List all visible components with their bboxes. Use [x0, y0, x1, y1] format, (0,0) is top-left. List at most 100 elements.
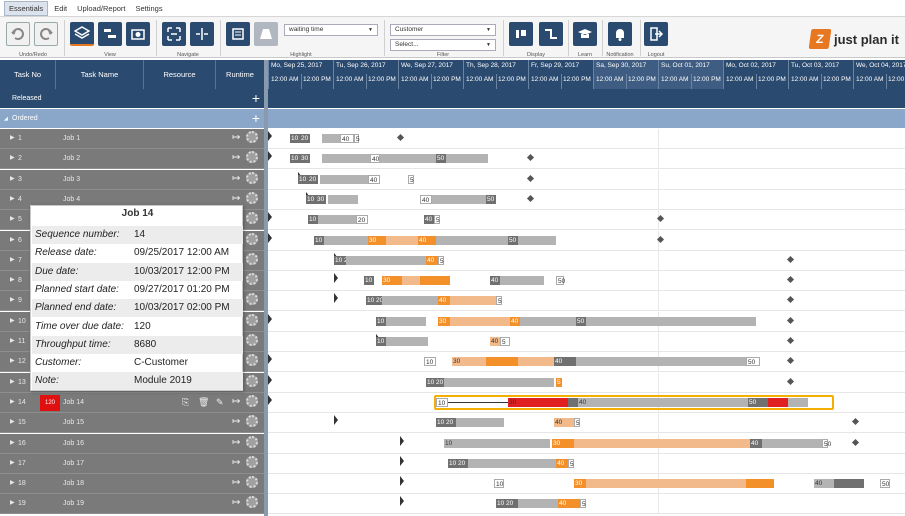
- table-row[interactable]: ▶ 15 Job 15 ↦: [0, 413, 264, 433]
- gantt-bar[interactable]: 40: [578, 398, 748, 407]
- gantt-bar[interactable]: 30: [552, 439, 574, 448]
- chevron-right-icon[interactable]: ▶: [10, 155, 15, 161]
- add-ordered-icon[interactable]: +: [251, 110, 260, 126]
- gantt-bar[interactable]: 50: [576, 317, 586, 326]
- gear-icon[interactable]: [246, 172, 258, 184]
- table-row[interactable]: ▶ 3 Job 3 ↦: [0, 170, 264, 190]
- gantt-bar[interactable]: 40: [490, 337, 500, 346]
- menu-tab-essentials[interactable]: Essentials: [4, 0, 49, 16]
- gear-icon[interactable]: [246, 476, 258, 488]
- gantt-bar[interactable]: [456, 418, 504, 427]
- go-to-task-icon[interactable]: ↦: [232, 173, 241, 184]
- chevron-right-icon[interactable]: ▶: [10, 176, 15, 182]
- gantt-bar[interactable]: 10: [376, 337, 386, 346]
- gantt-bar[interactable]: [322, 154, 370, 163]
- gantt-bar[interactable]: [518, 236, 556, 245]
- gantt-bar[interactable]: 10: [298, 175, 308, 184]
- gantt-bar[interactable]: 10: [314, 236, 324, 245]
- gear-icon[interactable]: [246, 131, 258, 143]
- gantt-bar[interactable]: [382, 296, 438, 305]
- gantt-bar[interactable]: 10: [376, 317, 386, 326]
- gantt-bar[interactable]: 50: [556, 276, 566, 285]
- gantt-bar[interactable]: [494, 439, 550, 448]
- go-to-task-icon[interactable]: ↦: [232, 396, 241, 407]
- menu-tab-settings[interactable]: Settings: [135, 3, 163, 13]
- undo-button[interactable]: [6, 22, 30, 46]
- zoom-center-button[interactable]: [190, 22, 214, 46]
- gantt-bar[interactable]: 40: [420, 195, 432, 204]
- table-row[interactable]: ▶ 18 Job 18 ↦: [0, 474, 264, 494]
- learn-button[interactable]: [573, 22, 597, 46]
- gantt-bar[interactable]: [520, 317, 576, 326]
- chevron-right-icon[interactable]: ▶: [10, 277, 15, 283]
- gear-icon[interactable]: [246, 375, 258, 387]
- redo-button[interactable]: [34, 22, 58, 46]
- gear-icon[interactable]: [246, 436, 258, 448]
- gantt-bar[interactable]: 30: [574, 479, 586, 488]
- chevron-right-icon[interactable]: ▶: [10, 480, 15, 486]
- gantt-bar[interactable]: 5: [354, 134, 360, 143]
- gantt-bar[interactable]: [500, 276, 544, 285]
- go-to-task-icon[interactable]: ↦: [232, 416, 241, 427]
- gantt-bar[interactable]: 10: [436, 398, 448, 407]
- gantt-view-button[interactable]: [98, 22, 122, 46]
- gear-icon[interactable]: [246, 192, 258, 204]
- gantt-bar[interactable]: 50: [746, 357, 760, 366]
- gantt-bar[interactable]: [446, 154, 488, 163]
- gantt-bar[interactable]: 10 20: [334, 256, 352, 265]
- gantt-bar[interactable]: [380, 154, 436, 163]
- gantt-bar[interactable]: 30: [316, 195, 326, 204]
- pane-splitter[interactable]: [264, 60, 268, 516]
- gantt-bar[interactable]: 40: [556, 459, 568, 468]
- gantt-bar[interactable]: 40: [438, 296, 450, 305]
- gantt-bar[interactable]: 10: [494, 479, 504, 488]
- gantt-bar[interactable]: [386, 317, 426, 326]
- copy-icon[interactable]: ⎘: [182, 397, 190, 407]
- gantt-bar[interactable]: [436, 236, 508, 245]
- gantt-bar[interactable]: 40: [340, 134, 354, 143]
- gantt-bar[interactable]: 10: [364, 276, 374, 285]
- highlight-toggle-button[interactable]: [254, 22, 278, 46]
- gantt-bar[interactable]: 40: [554, 418, 574, 427]
- gear-icon[interactable]: [246, 314, 258, 326]
- gantt-bar[interactable]: [402, 276, 420, 285]
- go-to-task-icon[interactable]: ↦: [232, 497, 241, 508]
- gantt-bar[interactable]: 40: [510, 317, 520, 326]
- gantt-bar[interactable]: 30: [508, 398, 568, 407]
- gantt-bar[interactable]: [574, 439, 750, 448]
- table-row[interactable]: ▶ 2 Job 2 ↦: [0, 149, 264, 169]
- gantt-bar[interactable]: [468, 459, 514, 468]
- gear-icon[interactable]: [246, 354, 258, 366]
- chevron-right-icon[interactable]: ▶: [10, 500, 15, 506]
- go-to-task-icon[interactable]: ↦: [232, 437, 241, 448]
- gantt-bar[interactable]: [386, 337, 428, 346]
- gear-icon[interactable]: [246, 273, 258, 285]
- gantt-bar[interactable]: 40: [418, 236, 436, 245]
- add-released-icon[interactable]: +: [251, 90, 260, 106]
- chevron-right-icon[interactable]: ▶: [10, 399, 15, 405]
- chevron-right-icon[interactable]: ▶: [10, 440, 15, 446]
- gantt-bar[interactable]: [318, 215, 356, 224]
- chevron-right-icon[interactable]: ▶: [10, 358, 15, 364]
- gantt-bar[interactable]: 40: [426, 256, 438, 265]
- chevron-right-icon[interactable]: ▶: [10, 237, 15, 243]
- gantt-bar[interactable]: 5: [434, 215, 440, 224]
- gantt-bar[interactable]: 10: [444, 439, 494, 448]
- go-to-task-icon[interactable]: ↦: [232, 152, 241, 163]
- gantt-bar[interactable]: [324, 236, 368, 245]
- gantt-bar[interactable]: [768, 398, 788, 407]
- gantt-bar[interactable]: [450, 317, 510, 326]
- gantt-bar[interactable]: 5: [438, 256, 444, 265]
- gantt-bar[interactable]: 40: [814, 479, 834, 488]
- gantt-bar[interactable]: 40: [368, 175, 380, 184]
- go-to-task-icon[interactable]: ↦: [232, 193, 241, 204]
- gantt-bar[interactable]: 30: [300, 154, 310, 163]
- gear-icon[interactable]: [246, 415, 258, 427]
- gantt-bar[interactable]: 5: [500, 337, 510, 346]
- highlight-list-button[interactable]: [226, 22, 250, 46]
- gantt-bar[interactable]: 40: [370, 154, 380, 163]
- gantt-bar[interactable]: [420, 276, 450, 285]
- menu-tab-edit[interactable]: Edit: [54, 3, 68, 13]
- group-ordered[interactable]: ◢ Ordered +: [0, 109, 264, 128]
- gantt-bar[interactable]: 10 20: [366, 296, 384, 305]
